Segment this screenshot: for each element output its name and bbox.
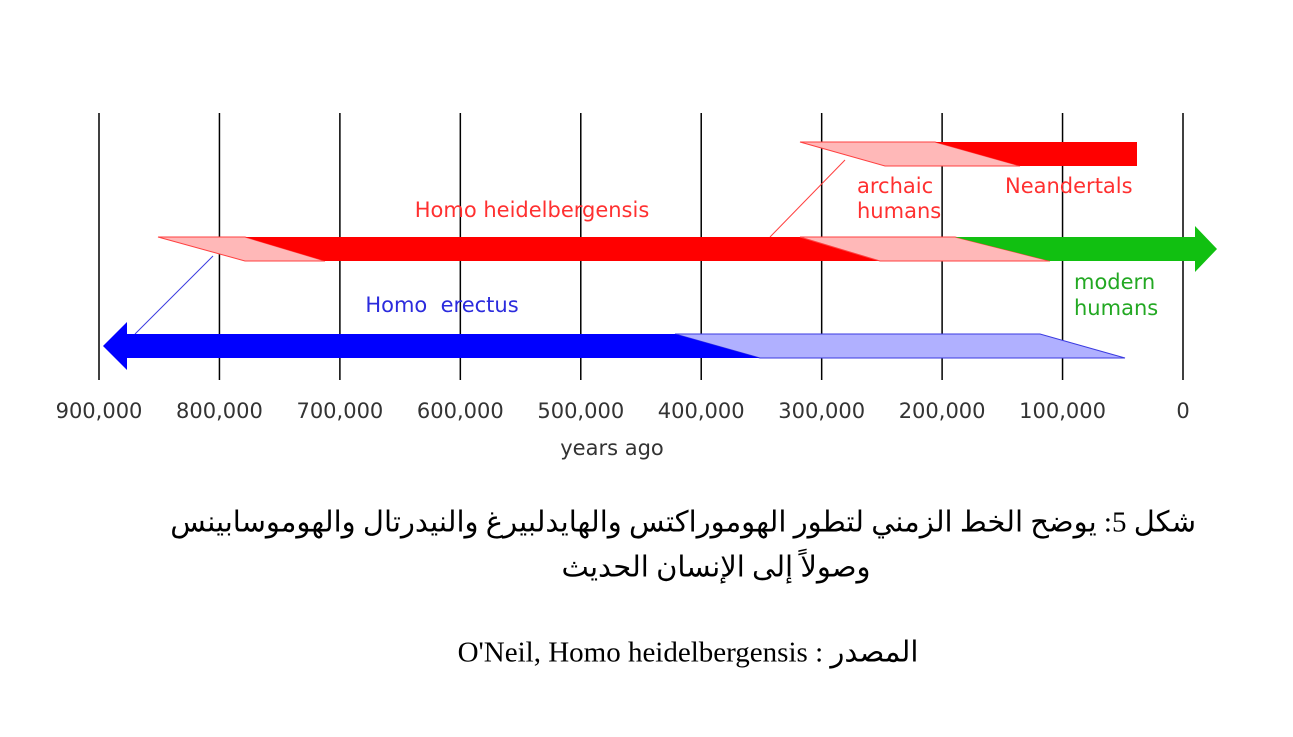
label: Homo erectus bbox=[365, 293, 518, 317]
label: Neandertals bbox=[1005, 174, 1133, 198]
caption: شكل 5: يوضح الخط الزمني لتطور الهوموراكت… bbox=[170, 507, 1196, 540]
label: archaic bbox=[857, 174, 933, 198]
erectus-fade bbox=[674, 333, 1126, 359]
x-tick-label: 600,000 bbox=[417, 399, 504, 423]
erectus-arrow bbox=[103, 322, 760, 370]
x-tick-label: 800,000 bbox=[176, 399, 263, 423]
neandertal-segment bbox=[935, 142, 1137, 166]
x-tick-label: 500,000 bbox=[537, 399, 624, 423]
caption: وصولاً إلى الإنسان الحديث bbox=[561, 548, 870, 584]
label: humans bbox=[857, 199, 941, 223]
x-tick-label: 200,000 bbox=[899, 399, 986, 423]
label: humans bbox=[1074, 296, 1158, 320]
x-tick-label: 900,000 bbox=[56, 399, 143, 423]
modern-arrow bbox=[955, 226, 1217, 272]
source: المصدر : O'Neil, Homo heidelbergensis bbox=[458, 637, 919, 670]
axis-title: years ago bbox=[560, 436, 664, 460]
label: Homo heidelbergensis bbox=[415, 198, 650, 222]
x-tick-label: 300,000 bbox=[778, 399, 865, 423]
connector bbox=[769, 159, 846, 238]
x-tick-label: 700,000 bbox=[296, 399, 383, 423]
label: modern bbox=[1074, 270, 1155, 294]
x-tick-label: 0 bbox=[1176, 399, 1189, 423]
connector bbox=[134, 255, 214, 335]
x-tick-label: 400,000 bbox=[658, 399, 745, 423]
heidelbergensis-segment bbox=[245, 237, 880, 261]
x-tick-label: 100,000 bbox=[1019, 399, 1106, 423]
